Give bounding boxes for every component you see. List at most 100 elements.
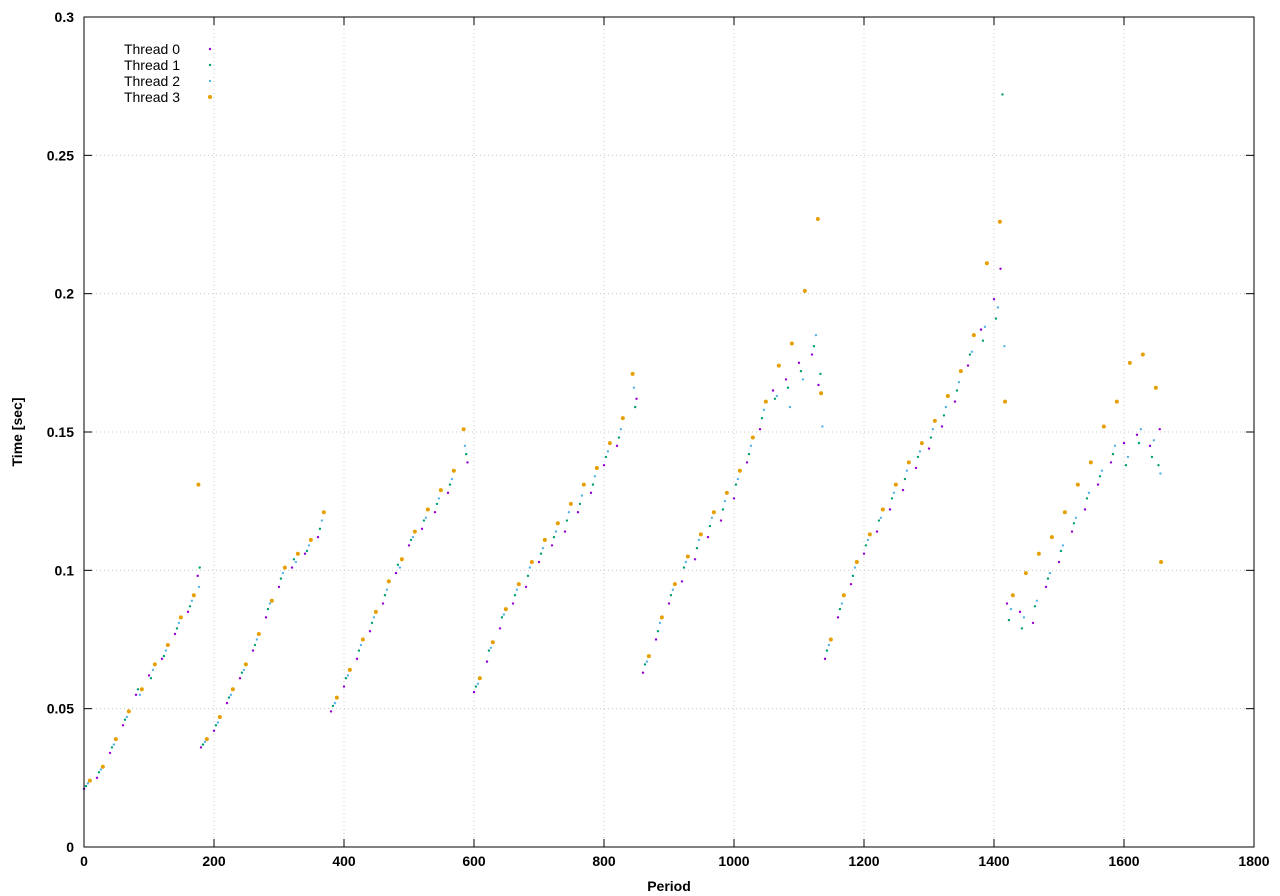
- scatter-point: [643, 663, 647, 666]
- scatter-point: [1139, 428, 1143, 431]
- scatter-point: [747, 452, 751, 456]
- scatter-point: [333, 701, 337, 705]
- scatter-point: [162, 654, 166, 658]
- scatter-point: [568, 501, 573, 506]
- scatter-point: [615, 444, 619, 448]
- x-tick-label: 400: [332, 853, 356, 869]
- scatter-point: [684, 560, 688, 564]
- legend-marker: [208, 95, 212, 99]
- legend-marker: [208, 63, 212, 67]
- scatter-point: [1114, 399, 1119, 404]
- scatter-point: [919, 441, 924, 446]
- scatter-point: [282, 565, 287, 570]
- scatter-point: [451, 468, 456, 473]
- scatter-point: [1010, 593, 1015, 598]
- scatter-point: [944, 405, 948, 409]
- scatter-point: [1048, 571, 1052, 575]
- scatter-point: [581, 482, 586, 487]
- scatter-point: [1100, 469, 1104, 472]
- scatter-point: [321, 510, 326, 515]
- scatter-point: [398, 566, 402, 569]
- scatter-point: [945, 394, 950, 399]
- scatter-point: [775, 394, 779, 398]
- scatter-point: [308, 537, 313, 542]
- scatter-point: [602, 464, 606, 467]
- scatter-point: [1046, 577, 1050, 580]
- scatter-point: [758, 428, 762, 431]
- scatter-point: [542, 537, 547, 542]
- y-tick-label: 0.2: [55, 286, 75, 302]
- scatter-point: [448, 483, 452, 486]
- legend-label: Thread 1: [124, 57, 180, 73]
- scatter-point: [476, 682, 480, 685]
- scatter-point: [1152, 439, 1156, 442]
- scatter-point: [762, 408, 766, 412]
- scatter-point: [394, 571, 398, 575]
- scatter-point: [368, 630, 372, 633]
- scatter-point: [641, 671, 645, 674]
- scatter-point: [940, 425, 944, 428]
- scatter-point: [1087, 491, 1091, 495]
- scatter-point: [706, 535, 710, 539]
- scatter-point: [594, 465, 599, 470]
- scatter-point: [630, 371, 635, 376]
- scatter-point: [541, 547, 545, 550]
- scatter-point: [685, 554, 690, 559]
- scatter-point: [654, 638, 658, 641]
- scatter-point: [139, 687, 144, 692]
- scatter-point: [825, 649, 829, 652]
- scatter-point: [1020, 627, 1024, 630]
- scatter-point: [797, 361, 801, 365]
- scatter-point: [1072, 522, 1076, 525]
- scatter-point: [634, 405, 637, 409]
- scatter-point: [412, 529, 417, 534]
- y-axis-label: Time [sec]: [9, 398, 25, 467]
- scatter-point: [177, 621, 181, 625]
- scatter-point: [99, 768, 103, 771]
- scatter-point: [997, 219, 1002, 224]
- scatter-point: [113, 737, 118, 742]
- scatter-point: [875, 530, 879, 533]
- scatter-point: [1001, 93, 1004, 96]
- scatter-point: [606, 450, 610, 453]
- scatter-point: [396, 563, 400, 566]
- scatter-point: [372, 616, 376, 619]
- scatter-point: [554, 530, 558, 533]
- scatter-point: [1009, 607, 1013, 611]
- scatter-point: [123, 718, 127, 721]
- scatter-point: [1083, 508, 1087, 511]
- scatter-point: [719, 519, 723, 522]
- scatter-point: [695, 547, 699, 550]
- scatter-point: [515, 588, 519, 591]
- scatter-point: [971, 333, 976, 338]
- scatter-point: [957, 381, 961, 384]
- scatter-point: [893, 482, 898, 487]
- scatter-point: [516, 582, 521, 587]
- scatter-point: [550, 544, 554, 547]
- scatter-point: [357, 649, 361, 652]
- scatter-point: [958, 369, 963, 374]
- scatter-point: [812, 345, 816, 348]
- scatter-point: [580, 494, 584, 497]
- scatter-point: [1148, 444, 1152, 448]
- scatter-point: [329, 710, 333, 713]
- scatter-point: [450, 477, 454, 481]
- tick-labels: 0 200 400 600 800 1000 1200 1400 1600 1800 0 0.05 0.…: [47, 9, 1270, 869]
- scatter-point: [251, 649, 255, 652]
- scatter-point: [212, 729, 216, 732]
- scatter-point: [749, 444, 753, 448]
- scatter-point: [266, 607, 270, 611]
- scatter-point: [347, 667, 352, 672]
- scatter-point: [355, 657, 359, 661]
- scatter-point: [334, 695, 339, 700]
- scatter-point: [370, 621, 374, 625]
- grid: [84, 17, 1254, 847]
- scatter-point: [197, 585, 201, 589]
- scatter-point: [771, 389, 775, 392]
- scatter-point: [646, 654, 651, 659]
- scatter-point: [1035, 599, 1039, 602]
- scatter-point: [1111, 452, 1115, 456]
- scatter-point: [1122, 441, 1126, 445]
- scatter-point: [201, 743, 205, 746]
- scatter-point: [672, 582, 677, 587]
